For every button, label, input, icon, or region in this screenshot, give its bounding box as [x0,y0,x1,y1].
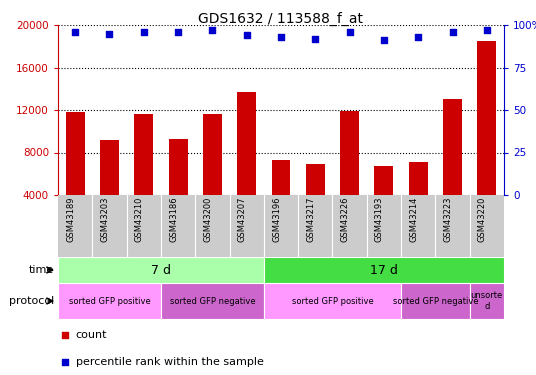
Text: GSM43207: GSM43207 [237,197,247,242]
Text: sorted GFP positive: sorted GFP positive [292,297,374,306]
Bar [264,257,504,283]
Text: GDS1632 / 113588_f_at: GDS1632 / 113588_f_at [198,12,363,26]
Text: GSM43217: GSM43217 [306,197,315,242]
Point [208,27,217,33]
Bar [237,92,256,237]
Text: GSM43193: GSM43193 [375,197,384,242]
Text: GSM43226: GSM43226 [340,197,349,242]
Bar [409,162,428,237]
Bar [58,283,161,319]
Text: sorted GFP negative: sorted GFP negative [392,297,478,306]
Text: GSM43203: GSM43203 [100,197,109,242]
Point [448,29,457,35]
Point [61,359,69,365]
Bar [272,160,291,237]
Point [61,332,69,338]
Bar [58,257,264,283]
Bar [135,114,153,237]
Text: 17 d: 17 d [370,264,398,276]
Point [105,30,114,36]
Point [71,29,79,35]
Bar [340,111,359,237]
Bar [203,114,222,237]
Bar [375,166,393,237]
Bar [478,41,496,237]
Text: unsorte
d: unsorte d [471,291,503,311]
Text: GSM43186: GSM43186 [169,197,178,243]
Point [345,29,354,35]
Text: count: count [76,330,107,339]
Text: GSM43189: GSM43189 [66,197,75,242]
Point [482,27,491,33]
Text: GSM43214: GSM43214 [409,197,418,242]
Text: GSM43220: GSM43220 [478,197,487,242]
Text: time: time [29,265,54,275]
Point [379,37,388,43]
Bar [169,139,188,237]
Point [414,34,422,40]
Text: GSM43196: GSM43196 [272,197,281,242]
Text: protocol: protocol [9,296,54,306]
Bar [100,140,119,237]
Point [174,29,182,35]
Text: sorted GFP negative: sorted GFP negative [169,297,255,306]
Text: 7 d: 7 d [151,264,171,276]
Bar [470,283,504,319]
Text: GSM43200: GSM43200 [203,197,212,242]
Bar [264,283,401,319]
Point [277,34,285,40]
Bar [306,164,325,237]
Point [139,29,148,35]
Bar [443,99,462,237]
Text: percentile rank within the sample: percentile rank within the sample [76,357,264,367]
Text: sorted GFP positive: sorted GFP positive [69,297,150,306]
Text: GSM43223: GSM43223 [443,197,452,242]
Bar [66,112,85,237]
Point [311,36,319,42]
Point [242,32,251,38]
Bar [161,283,264,319]
Text: GSM43210: GSM43210 [135,197,144,242]
Bar [401,283,470,319]
